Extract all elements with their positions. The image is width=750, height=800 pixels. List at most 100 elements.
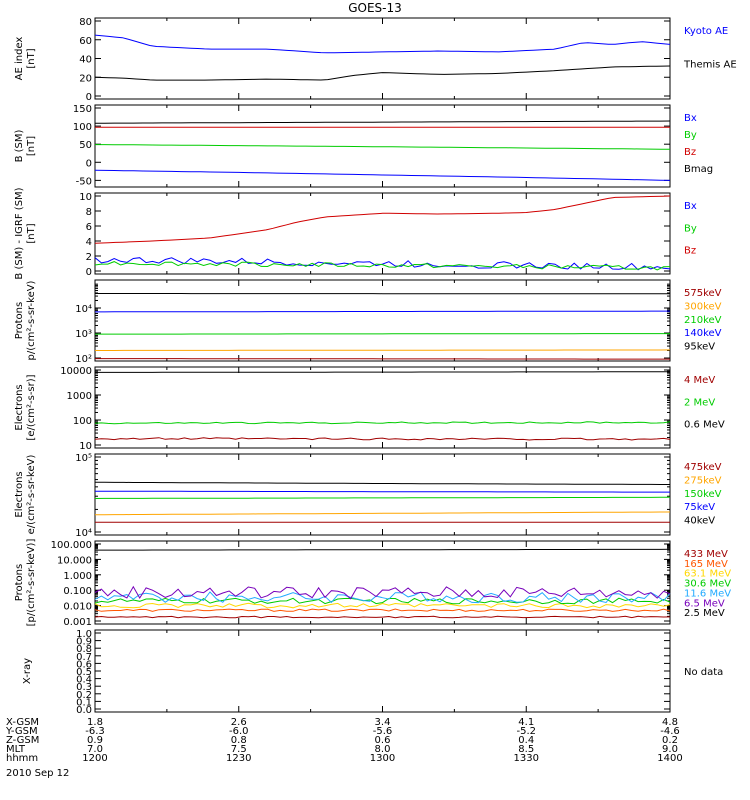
x-axis-value: -6.0 xyxy=(229,726,249,737)
x-axis-value: 0.4 xyxy=(518,735,534,746)
y-tick-label: 1.0 xyxy=(76,629,92,640)
y-tick-label: 8 xyxy=(86,207,92,218)
date-label: 2010 Sep 12 xyxy=(6,768,69,779)
y-axis-label: [nT] xyxy=(26,136,37,156)
y-tick-label: 10² xyxy=(75,354,92,365)
series-line-protons1-3 xyxy=(95,310,670,313)
series-line-electrons2-3 xyxy=(95,490,670,493)
y-axis-label: B (SM) - IGRF (SM) xyxy=(14,187,25,279)
y-axis-label: [nT] xyxy=(26,223,37,243)
y-tick-label: 0.8 xyxy=(76,644,92,655)
y-axis-label: Electrons xyxy=(14,384,25,430)
panel-frame xyxy=(94,453,671,536)
series-line-protons2-6 xyxy=(95,548,671,551)
y-tick-label: 60 xyxy=(79,36,92,47)
legend-entry: By xyxy=(684,223,697,234)
x-axis-value: 2.6 xyxy=(231,717,247,728)
x-axis-value: 0.8 xyxy=(231,735,247,746)
x-axis-value: 1330 xyxy=(514,753,539,764)
y-tick-label: 1000 xyxy=(67,391,92,402)
legend-entry: 63.1 MeV xyxy=(684,569,731,580)
legend-entry: By xyxy=(684,130,697,141)
series-line-electrons2-4 xyxy=(95,481,670,485)
y-tick-label: 40 xyxy=(79,55,92,66)
series-line-ae-0 xyxy=(94,34,671,54)
legend-entry: Bx xyxy=(684,113,697,124)
panel-frame xyxy=(94,540,671,625)
x-axis-row-label: Y-GSM xyxy=(5,726,38,737)
panel-frame xyxy=(94,279,671,362)
series-line-electrons1-1 xyxy=(94,421,671,425)
series-line-protons2-5 xyxy=(94,585,671,600)
series-line-protons1-1 xyxy=(95,349,671,351)
panel-electrons2: 10⁴ 10⁵ Electrons e/(cm²-s-sr-keV) 475keV 275… xyxy=(14,453,722,539)
series-line-bigrf-1 xyxy=(94,261,671,271)
plot-title: GOES-13 xyxy=(348,1,402,15)
x-axis-value: 1300 xyxy=(370,753,395,764)
y-axis-label: Protons xyxy=(14,564,25,601)
y-tick-label: 0.010 xyxy=(63,602,92,613)
y-tick-label: 6 xyxy=(86,222,92,233)
y-axis-label: Protons xyxy=(14,302,25,339)
y-tick-label: 150 xyxy=(73,104,92,115)
x-axis-value: -4.6 xyxy=(660,726,680,737)
x-axis-value: -6.3 xyxy=(85,726,105,737)
series-line-protons1-2 xyxy=(95,333,670,335)
y-axis-label: e/(cm²-s-sr-keV) xyxy=(26,455,37,535)
y-axis-label: AE index xyxy=(14,37,25,81)
y-tick-label: 0.1 xyxy=(76,697,92,708)
series-line-bigrf-2 xyxy=(94,195,671,244)
series-line-electrons2-1 xyxy=(95,511,670,516)
y-tick-label: 10⁴ xyxy=(75,528,92,539)
y-tick-label: 10 xyxy=(79,192,92,203)
y-tick-label: 0.0 xyxy=(76,705,92,716)
x-axis-value: 8.0 xyxy=(375,744,391,755)
panel-protons2: 0.001 0.010 0.100 1.000 10.000 100.000 Protons… xyxy=(14,539,731,628)
series-line-protons2-2 xyxy=(94,602,671,609)
panel-bigrf: 0 2 4 6 8 10 B (SM) - IGRF (SM) [nT] Bx By Bz xyxy=(14,187,697,279)
y-tick-label: 10000 xyxy=(60,366,92,377)
x-axis-row-label: X-GSM xyxy=(6,717,39,728)
y-tick-label: 50 xyxy=(79,140,92,151)
legend-entry: Bx xyxy=(684,201,697,212)
legend-entry: Kyoto AE xyxy=(684,26,728,37)
x-axis-value: 4.8 xyxy=(662,717,678,728)
y-tick-label: 10.000 xyxy=(57,555,92,566)
x-axis-value: 1400 xyxy=(657,753,682,764)
panel-ae: 0 20 40 60 80 AE index [nT] Kyoto AE Themis AE xyxy=(14,17,737,103)
legend-entry: 30.6 MeV xyxy=(684,579,731,590)
legend-entry: Bmag xyxy=(684,164,713,175)
y-tick-label: 10⁵ xyxy=(75,453,92,464)
x-axis-value: 1230 xyxy=(226,753,251,764)
legend-entry: 275keV xyxy=(684,475,722,486)
x-axis-value: 0.6 xyxy=(375,735,391,746)
series-line-electrons2-2 xyxy=(94,496,670,499)
series-line-protons1-0 xyxy=(95,358,670,360)
legend-entry: 2.5 MeV xyxy=(684,608,725,619)
panel-electrons1: 10 100 1000 10000 Electrons [e/(cm²-s-sr)] 4 M… xyxy=(14,366,725,452)
panel-protons1: 10² 10³ 10⁴ Protons p/(cm²-s-sr-keV) 575keV 30… xyxy=(14,279,722,365)
y-tick-label: 100 xyxy=(73,122,92,133)
y-axis-label: p/(cm²-s-sr-keV) xyxy=(26,280,37,360)
x-axis-value: 0.2 xyxy=(662,735,678,746)
series-line-ae-1 xyxy=(94,65,671,81)
legend-entry: 165 MeV xyxy=(684,559,728,570)
legend-entry: 210keV xyxy=(684,315,722,326)
panel-xray: 0.00.10.20.30.40.50.60.70.80.91.0 X-ray No… xyxy=(22,629,723,716)
series-line-electrons1-2 xyxy=(95,371,670,373)
legend-entry: Bz xyxy=(684,246,696,257)
y-axis-label: [p/(cm²-s-sr-keV)] xyxy=(26,539,37,627)
y-tick-label: 10⁴ xyxy=(75,304,92,315)
y-tick-label: 4 xyxy=(86,237,92,248)
x-axis-value: 8.5 xyxy=(518,744,534,755)
series-line-bsm-0 xyxy=(94,169,671,181)
legend-entry: 11.6 MeV xyxy=(684,588,731,599)
y-tick-label: 0 xyxy=(86,158,92,169)
y-tick-label: 2 xyxy=(86,252,92,263)
legend-entry: 140keV xyxy=(684,328,722,339)
series-line-protons2-0 xyxy=(94,615,671,619)
y-tick-label: 0.9 xyxy=(76,637,92,648)
y-tick-label: 80 xyxy=(79,17,92,28)
series-line-bsm-3 xyxy=(95,120,671,124)
